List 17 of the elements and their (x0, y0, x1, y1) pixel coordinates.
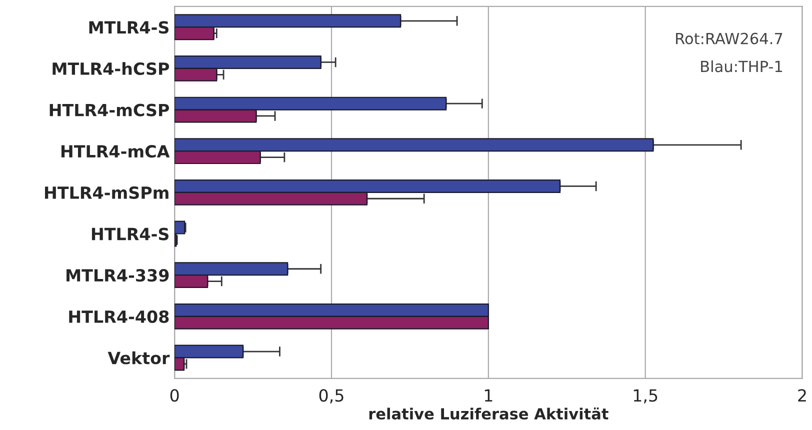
annotation: Rot:RAW264.7 (676, 32, 782, 44)
x-tick-label: 2 (798, 389, 806, 402)
x-axis-title: relative Luziferase Aktivität (369, 408, 608, 420)
x-tick-label: 1,5 (634, 389, 658, 404)
y-tick-label: HTLR4-S (92, 228, 168, 240)
x-tick-label: 0,5 (319, 389, 344, 404)
y-tick-label: HTLR4-mCA (61, 145, 170, 158)
y-tick-label: HTLR4-408 (69, 310, 169, 323)
x-tick-label: 0 (170, 389, 179, 402)
y-tick-label: HTLR4-mSPm (45, 186, 168, 199)
y-tick-label: MTLR4-hCSP (52, 62, 170, 76)
annotation: Blau:THP-1 (701, 60, 782, 72)
y-tick-label: MTLR4-339 (66, 269, 169, 282)
y-tick-label: HTLR4-mCSP (50, 104, 170, 116)
y-tick-label: MTLR4-S (89, 21, 168, 34)
x-tick-label: 1 (484, 389, 492, 402)
y-tick-label: Vektor (108, 351, 170, 364)
